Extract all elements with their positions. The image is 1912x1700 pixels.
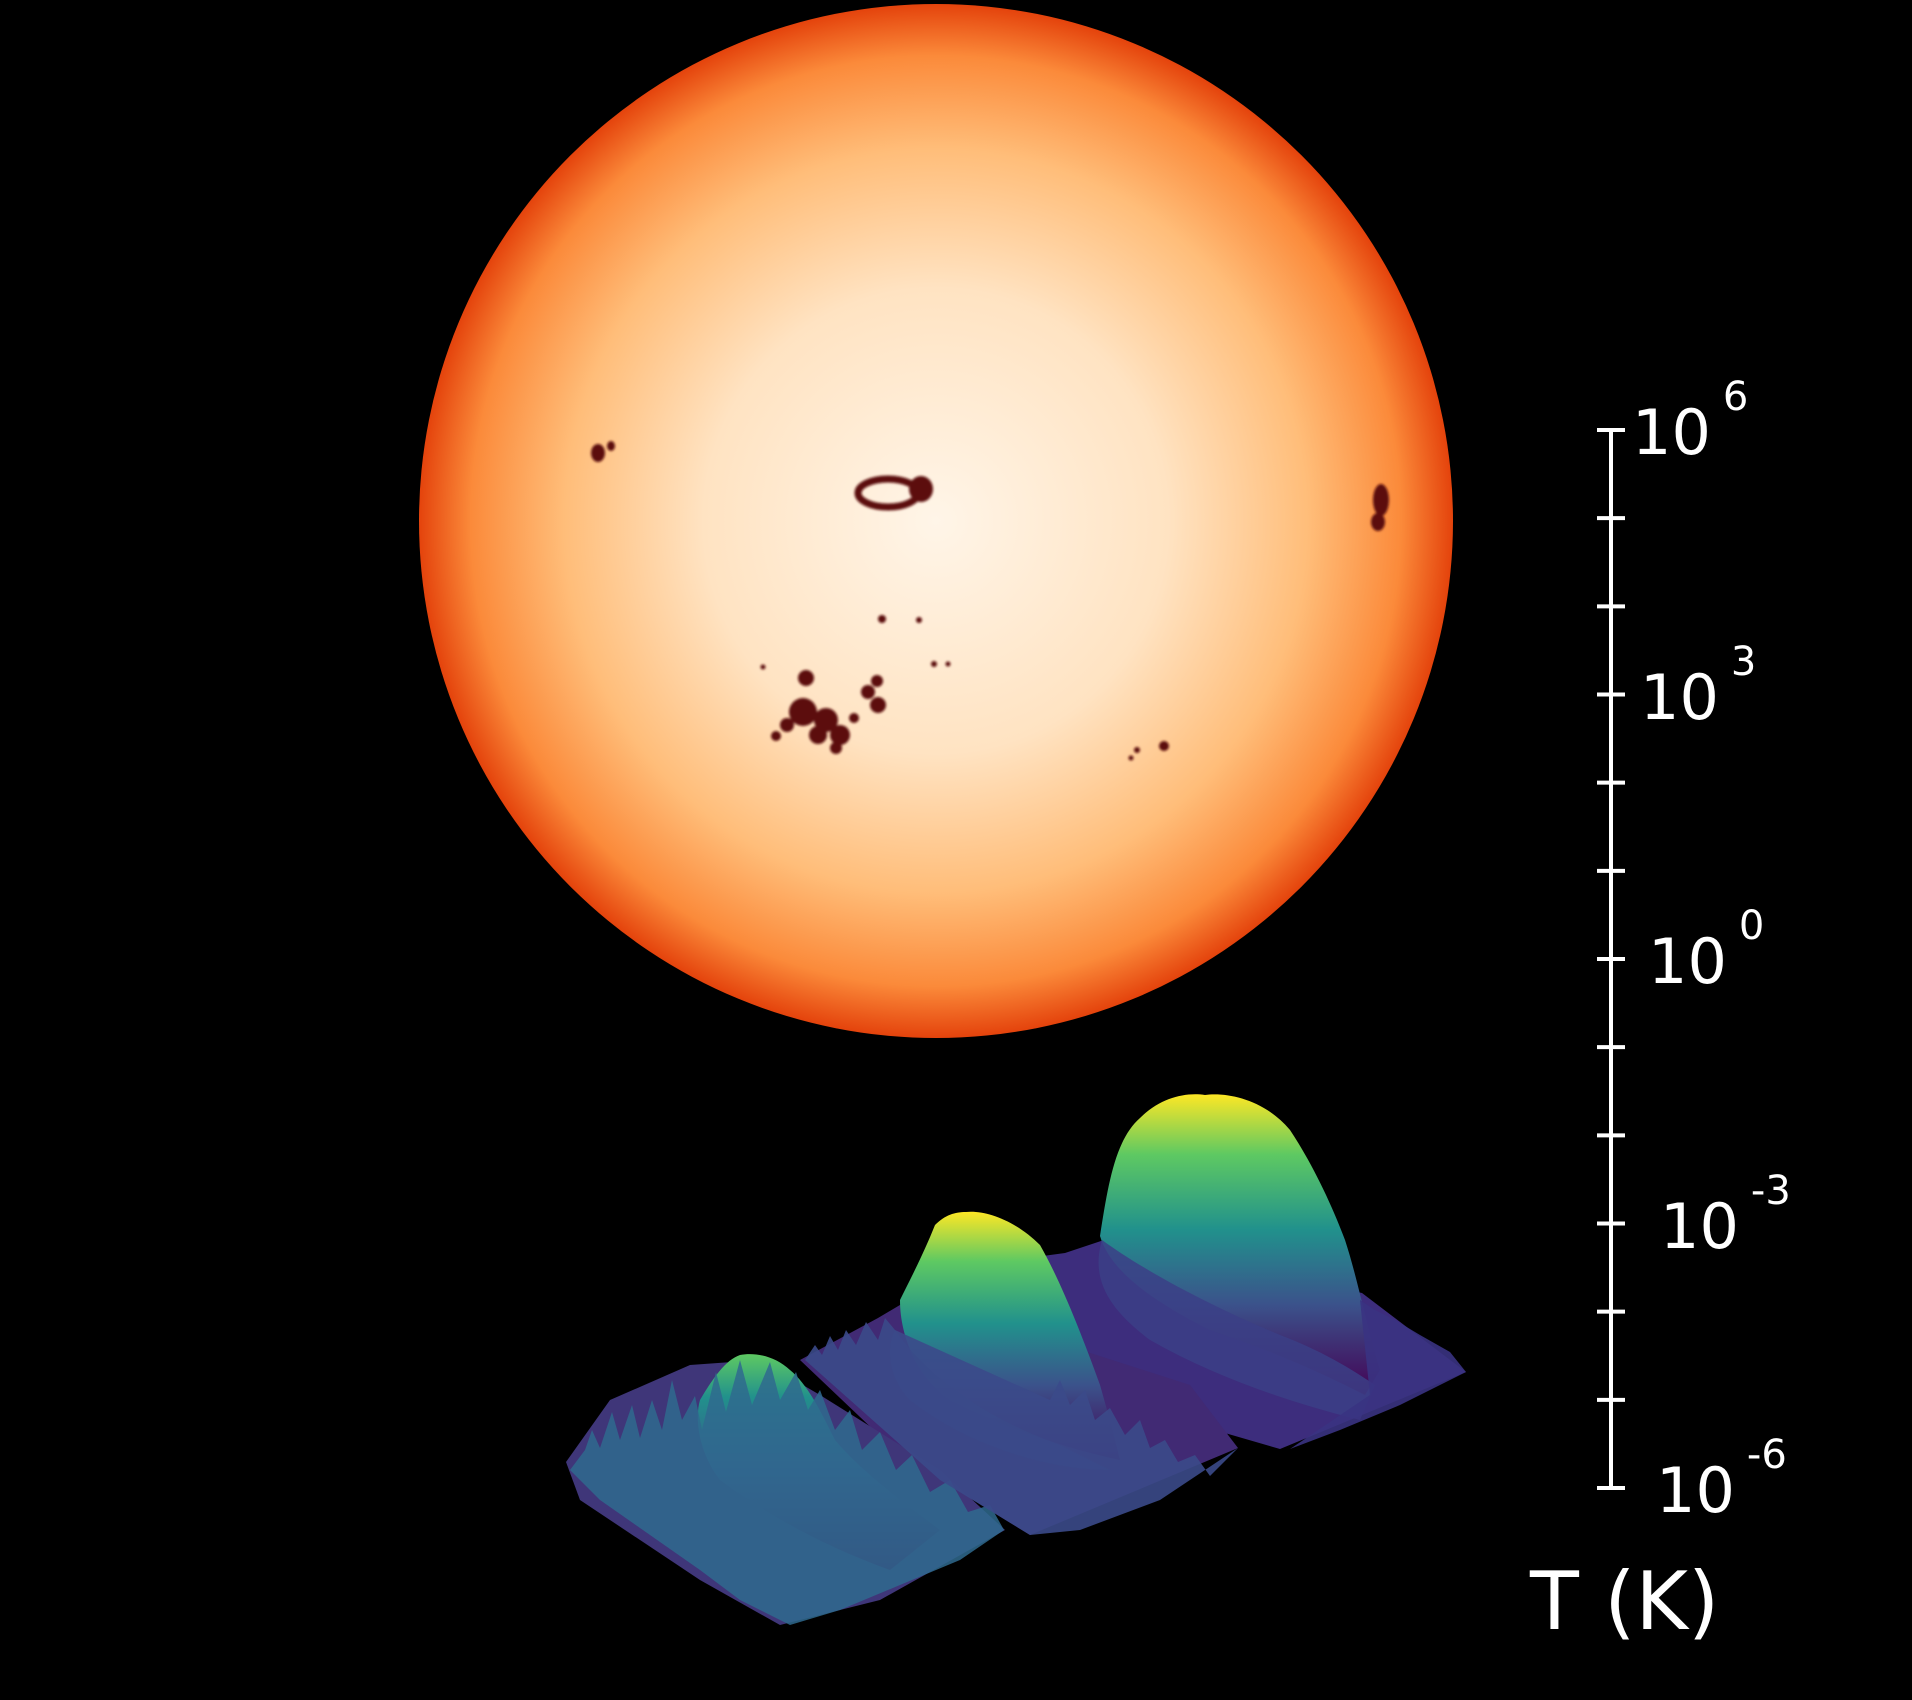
sunspot <box>878 615 886 623</box>
sunspot <box>760 664 766 670</box>
left-peak <box>566 1354 1005 1625</box>
sunspot <box>1371 513 1385 531</box>
sunspot <box>780 718 794 732</box>
tick-label-0: 10 0 <box>1648 906 1764 993</box>
tick-label--3: 10 -3 <box>1660 1171 1791 1258</box>
sunspot <box>830 725 850 745</box>
sunspot <box>871 675 883 687</box>
right-peak <box>940 1094 1466 1449</box>
temperature-axis <box>1597 428 1625 1490</box>
sunspot <box>830 742 842 754</box>
sunspot <box>1134 747 1140 753</box>
sunspot <box>849 713 859 723</box>
sunspot <box>909 476 933 502</box>
right-noise <box>1290 1300 1466 1449</box>
sunspot <box>591 444 605 462</box>
tick-exponent: 6 <box>1722 374 1749 420</box>
middle-noise <box>805 1318 1238 1535</box>
sunspot <box>814 708 838 732</box>
tick-label-6: 10 6 <box>1632 377 1748 464</box>
sunspot <box>861 685 875 699</box>
sun <box>419 4 1453 1038</box>
tick-base: 10 <box>1648 925 1727 998</box>
left-peak-noise <box>570 1360 1004 1625</box>
sunspot <box>1373 484 1389 516</box>
tick-base: 10 <box>1660 1189 1739 1263</box>
tick-exponent: -6 <box>1746 1432 1787 1478</box>
tick-exponent: 0 <box>1738 903 1765 949</box>
sunspot <box>771 731 781 741</box>
right-peak-surface <box>1100 1094 1380 1395</box>
sunspot <box>1128 755 1134 761</box>
right-peak-shade <box>1098 1240 1375 1420</box>
tick-label-3: 10 3 <box>1640 642 1756 729</box>
sun-disk <box>419 4 1453 1038</box>
sunspot <box>945 661 951 667</box>
sunspot <box>870 697 886 713</box>
sunspot <box>1159 741 1169 751</box>
sunspot <box>916 617 922 623</box>
tick-exponent: -3 <box>1750 1167 1791 1214</box>
tick-exponent: 3 <box>1730 638 1757 685</box>
tick-base: 10 <box>1656 1454 1735 1527</box>
sunspots <box>591 441 1389 761</box>
density-surfaces <box>566 1094 1466 1625</box>
sunspot <box>809 726 827 744</box>
tick-base: 10 <box>1640 660 1719 734</box>
axis-title: T (K) <box>1530 1555 1720 1648</box>
sunspot <box>789 698 817 726</box>
tick-label--6: 10 -6 <box>1656 1435 1787 1522</box>
sunspot <box>607 441 615 451</box>
sunspot <box>798 670 814 686</box>
sunspot <box>931 661 937 667</box>
tick-base: 10 <box>1632 396 1711 469</box>
